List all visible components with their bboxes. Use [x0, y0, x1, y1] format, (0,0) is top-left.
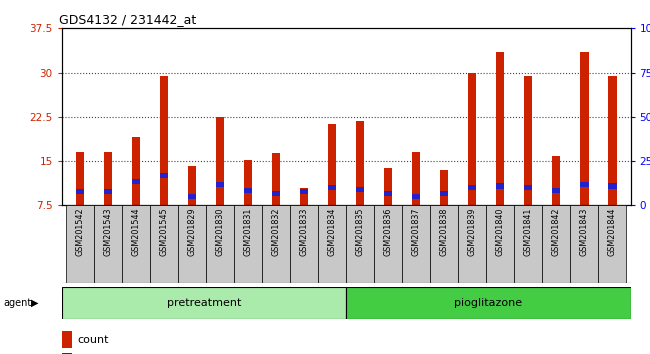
Bar: [598, 205, 627, 283]
Bar: [356, 121, 365, 205]
Text: GSM201833: GSM201833: [300, 208, 309, 256]
Bar: [75, 152, 84, 205]
Text: GSM201543: GSM201543: [103, 208, 112, 256]
Text: GSM201544: GSM201544: [131, 208, 140, 256]
Bar: [188, 166, 196, 205]
Bar: [328, 185, 336, 190]
Bar: [468, 185, 476, 190]
Text: pretreatment: pretreatment: [167, 298, 241, 308]
Bar: [468, 73, 476, 205]
Text: GSM201844: GSM201844: [608, 208, 617, 256]
Bar: [486, 205, 514, 283]
Bar: [300, 189, 308, 194]
Text: GSM201838: GSM201838: [439, 208, 448, 256]
Bar: [384, 168, 393, 205]
Bar: [150, 205, 178, 283]
Bar: [384, 191, 393, 196]
Bar: [132, 137, 140, 205]
Bar: [412, 152, 421, 205]
Text: GSM201835: GSM201835: [356, 208, 365, 256]
Bar: [496, 183, 504, 188]
Bar: [608, 183, 617, 188]
Bar: [262, 205, 290, 283]
Text: GSM201843: GSM201843: [580, 208, 589, 256]
Bar: [318, 205, 346, 283]
Bar: [570, 205, 598, 283]
Text: agent: agent: [3, 298, 31, 308]
Text: GSM201832: GSM201832: [272, 208, 281, 256]
Bar: [580, 182, 588, 187]
Bar: [104, 189, 112, 194]
Bar: [206, 205, 234, 283]
Text: GSM201839: GSM201839: [468, 208, 476, 256]
Text: GSM201842: GSM201842: [552, 208, 561, 256]
Text: GSM201836: GSM201836: [384, 208, 393, 256]
Text: GSM201545: GSM201545: [159, 208, 168, 256]
Bar: [328, 125, 336, 205]
Bar: [122, 205, 150, 283]
Bar: [160, 75, 168, 205]
Bar: [75, 189, 84, 194]
Text: GSM201834: GSM201834: [328, 208, 337, 256]
Bar: [514, 205, 542, 283]
Text: GSM201840: GSM201840: [496, 208, 504, 256]
Bar: [608, 75, 617, 205]
Bar: [402, 205, 430, 283]
Bar: [580, 52, 588, 205]
Text: pioglitazone: pioglitazone: [454, 298, 523, 308]
Bar: [440, 191, 448, 196]
Bar: [104, 152, 112, 205]
Bar: [94, 205, 122, 283]
Bar: [356, 187, 365, 192]
Bar: [346, 205, 374, 283]
Text: GSM201830: GSM201830: [216, 208, 224, 256]
Bar: [552, 156, 560, 205]
Bar: [374, 205, 402, 283]
Bar: [430, 205, 458, 283]
Bar: [496, 52, 504, 205]
Bar: [234, 205, 262, 283]
Text: GDS4132 / 231442_at: GDS4132 / 231442_at: [59, 13, 196, 26]
Text: ▶: ▶: [31, 298, 39, 308]
Bar: [524, 75, 532, 205]
Bar: [62, 331, 72, 348]
Bar: [66, 205, 94, 283]
Bar: [300, 188, 308, 205]
Bar: [524, 185, 532, 190]
Bar: [132, 179, 140, 184]
Bar: [216, 117, 224, 205]
Bar: [188, 194, 196, 199]
Bar: [290, 205, 318, 283]
Bar: [272, 153, 280, 205]
Bar: [62, 287, 346, 319]
Bar: [458, 205, 486, 283]
Bar: [412, 194, 421, 199]
Bar: [272, 191, 280, 196]
Text: GSM201841: GSM201841: [524, 208, 533, 256]
Bar: [62, 353, 72, 354]
Bar: [216, 182, 224, 187]
Bar: [346, 287, 630, 319]
Text: GSM201831: GSM201831: [244, 208, 253, 256]
Bar: [178, 205, 206, 283]
Text: GSM201837: GSM201837: [411, 208, 421, 256]
Text: GSM201829: GSM201829: [188, 208, 196, 256]
Bar: [542, 205, 570, 283]
Bar: [160, 173, 168, 178]
Text: GSM201542: GSM201542: [75, 208, 84, 256]
Text: count: count: [78, 335, 109, 344]
Bar: [552, 188, 560, 193]
Bar: [244, 188, 252, 193]
Bar: [244, 160, 252, 205]
Bar: [440, 170, 448, 205]
